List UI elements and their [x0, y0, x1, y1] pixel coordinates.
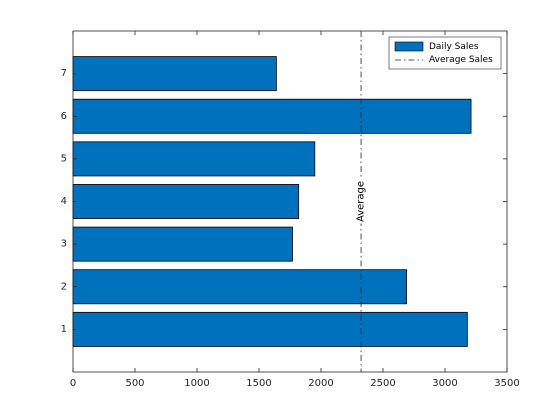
y-tick-label: 2	[61, 281, 67, 292]
x-tick-label: 2500	[370, 378, 395, 389]
average-label: Average	[356, 181, 367, 222]
x-tick-label: 1500	[246, 378, 271, 389]
bar-4	[72, 184, 300, 219]
y-tick-label: 7	[61, 68, 67, 79]
bar-6	[72, 98, 472, 134]
average-label-background	[354, 179, 369, 224]
y-tick-label: 4	[61, 196, 67, 207]
y-axis-ticks: 1 2 3 4 5 6 7	[61, 68, 507, 335]
bar-7	[72, 56, 277, 92]
bar-group	[72, 56, 472, 347]
y-tick-label: 6	[61, 111, 67, 122]
legend: Daily Sales Average Sales	[388, 36, 502, 70]
average-line-group: Average	[354, 31, 369, 372]
y-tick-label: 3	[61, 239, 67, 250]
x-tick-label: 0	[70, 378, 76, 389]
y-tick-label: 1	[61, 324, 67, 335]
legend-label-average-sales: Average Sales	[429, 55, 493, 65]
x-tick-label: 1000	[184, 378, 209, 389]
x-tick-label: 2000	[308, 378, 333, 389]
y-tick-label: 5	[61, 153, 67, 164]
bar-2	[72, 269, 407, 305]
bar-1	[72, 311, 468, 347]
bar-5	[72, 141, 316, 177]
legend-label-daily-sales: Daily Sales	[429, 42, 479, 52]
legend-swatch-daily-sales	[394, 41, 424, 52]
x-axis-ticks: 0 500 1000 1500 2000 2500 3000 3500	[70, 31, 520, 389]
x-tick-label: 500	[125, 378, 144, 389]
x-tick-label: 3500	[494, 378, 519, 389]
bar-3	[72, 226, 293, 262]
x-tick-label: 3000	[432, 378, 457, 389]
